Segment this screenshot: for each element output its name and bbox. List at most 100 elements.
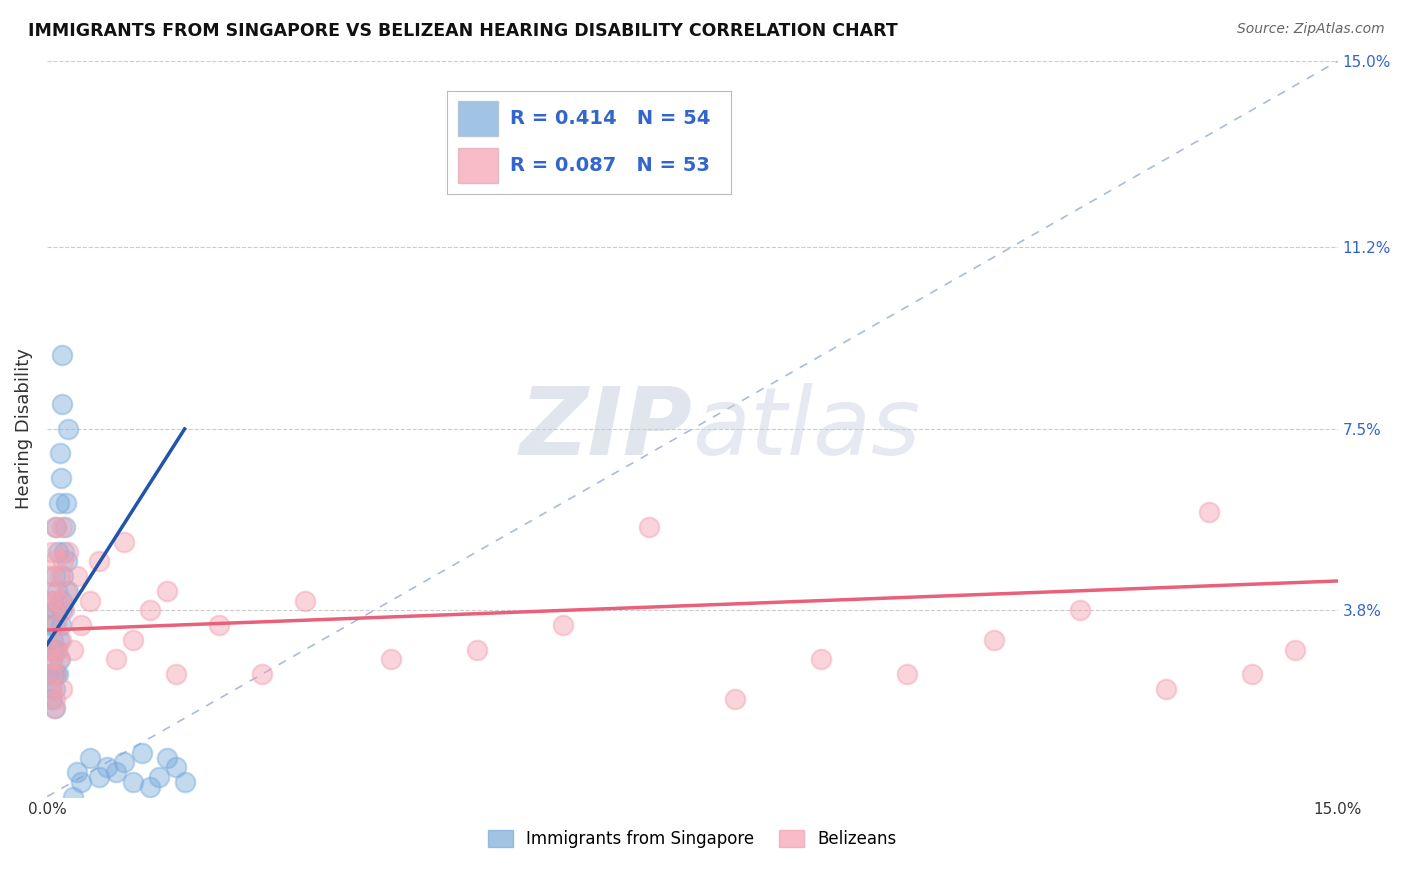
Legend: Immigrants from Singapore, Belizeans: Immigrants from Singapore, Belizeans — [481, 823, 904, 855]
Point — [156, 750, 179, 764]
Point — [53, 603, 76, 617]
Point — [148, 770, 170, 784]
Point — [62, 789, 84, 804]
Point — [70, 618, 93, 632]
Point — [41, 691, 63, 706]
Point — [49, 632, 72, 647]
Point — [48, 495, 70, 509]
Point — [56, 422, 79, 436]
Point — [112, 534, 135, 549]
Point — [131, 746, 153, 760]
Point — [41, 681, 63, 696]
Text: atlas: atlas — [692, 384, 921, 475]
Point — [51, 397, 73, 411]
Point — [553, 618, 575, 632]
Point — [44, 667, 66, 681]
Point — [104, 765, 127, 780]
Point — [44, 520, 66, 534]
Point — [983, 632, 1005, 647]
Point — [53, 520, 76, 534]
Point — [44, 642, 66, 657]
Point — [44, 618, 66, 632]
Point — [51, 603, 73, 617]
Point — [173, 775, 195, 789]
Point — [44, 554, 66, 568]
Point — [46, 593, 69, 607]
Point — [294, 593, 316, 607]
Point — [44, 681, 66, 696]
Point — [165, 760, 187, 774]
Text: ZIP: ZIP — [519, 383, 692, 475]
Point — [208, 618, 231, 632]
Point — [465, 642, 488, 657]
Point — [49, 471, 72, 485]
Point — [53, 544, 76, 558]
Point — [49, 446, 72, 460]
Point — [66, 765, 89, 780]
Point — [49, 618, 72, 632]
Point — [41, 652, 63, 666]
Point — [55, 583, 77, 598]
Point — [38, 642, 60, 657]
Point — [39, 667, 62, 681]
Point — [96, 760, 118, 774]
Point — [46, 583, 69, 598]
Point — [58, 544, 80, 558]
Point — [380, 652, 402, 666]
Point — [49, 652, 72, 666]
Point — [39, 593, 62, 607]
Point — [1154, 681, 1177, 696]
Point — [1198, 505, 1220, 519]
Point — [58, 583, 80, 598]
Point — [44, 691, 66, 706]
Point — [79, 750, 101, 764]
Point — [79, 593, 101, 607]
Point — [39, 681, 62, 696]
Point — [39, 642, 62, 657]
Point — [51, 348, 73, 362]
Point — [250, 667, 273, 681]
Point — [42, 603, 65, 617]
Point — [55, 495, 77, 509]
Point — [51, 520, 73, 534]
Point — [42, 667, 65, 681]
Point — [139, 780, 162, 794]
Point — [46, 642, 69, 657]
Point — [41, 544, 63, 558]
Point — [810, 652, 832, 666]
Y-axis label: Hearing Disability: Hearing Disability — [15, 349, 32, 509]
Point — [42, 652, 65, 666]
Point — [42, 603, 65, 617]
Point — [52, 569, 75, 583]
Point — [42, 593, 65, 607]
Point — [49, 569, 72, 583]
Point — [38, 667, 60, 681]
Point — [638, 520, 661, 534]
Point — [122, 632, 145, 647]
Point — [1284, 642, 1306, 657]
Point — [46, 618, 69, 632]
Point — [1240, 667, 1263, 681]
Point — [52, 554, 75, 568]
Point — [724, 691, 747, 706]
Text: IMMIGRANTS FROM SINGAPORE VS BELIZEAN HEARING DISABILITY CORRELATION CHART: IMMIGRANTS FROM SINGAPORE VS BELIZEAN HE… — [28, 22, 898, 40]
Point — [55, 554, 77, 568]
Point — [87, 770, 110, 784]
Point — [896, 667, 918, 681]
Point — [42, 632, 65, 647]
Point — [46, 667, 69, 681]
Point — [48, 652, 70, 666]
Point — [44, 701, 66, 715]
Point — [139, 603, 162, 617]
Point — [1069, 603, 1091, 617]
Point — [42, 583, 65, 598]
Point — [112, 756, 135, 770]
Point — [104, 652, 127, 666]
Point — [51, 593, 73, 607]
Point — [45, 642, 67, 657]
Point — [45, 667, 67, 681]
Point — [48, 632, 70, 647]
Point — [39, 618, 62, 632]
Point — [70, 775, 93, 789]
Point — [156, 583, 179, 598]
